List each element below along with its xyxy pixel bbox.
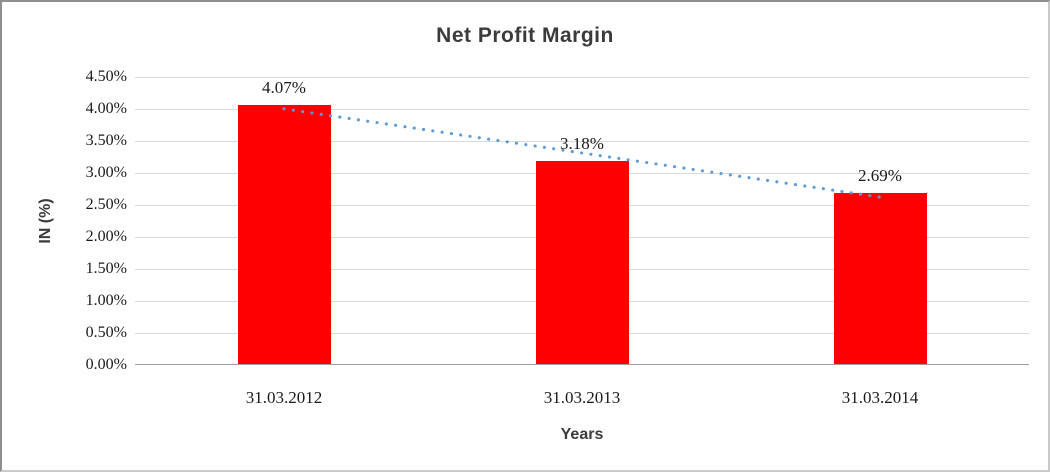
bar-value-label: 4.07%	[262, 77, 306, 97]
y-tick-label: 3.50%	[85, 132, 127, 149]
bar-0	[237, 104, 331, 365]
y-tick-label: 2.00%	[85, 228, 127, 245]
y-tick-label: 2.50%	[85, 196, 127, 213]
y-tick-label: 0.00%	[85, 356, 127, 373]
y-tick-label: 4.00%	[85, 100, 127, 117]
y-tick-label: 1.50%	[85, 260, 127, 277]
x-tick-label: 31.03.2012	[245, 388, 323, 407]
gridline	[135, 141, 1029, 142]
trendline-layer	[282, 107, 882, 199]
y-tick-label: 1.00%	[85, 292, 127, 309]
plot-area: 4.07% 3.18% 2.69%	[135, 77, 1029, 365]
trendline	[282, 107, 882, 199]
gridline	[135, 77, 1029, 78]
bar-value-label: 2.69%	[858, 165, 902, 185]
y-tick-label: 3.00%	[85, 164, 127, 181]
x-tick-label: 31.03.2013	[543, 388, 621, 407]
x-axis-title: Years	[560, 426, 604, 443]
x-tick-label: 31.03.2014	[841, 388, 919, 407]
bar-1	[535, 161, 629, 365]
y-tick-label: 4.50%	[85, 68, 127, 85]
gridline	[135, 109, 1029, 110]
bar-value-label: 3.18%	[560, 134, 604, 154]
x-axis-line	[135, 364, 1029, 365]
chart-title: Net Profit Margin	[436, 24, 614, 47]
y-tick-label: 0.50%	[85, 324, 127, 341]
bar-2	[833, 192, 927, 365]
